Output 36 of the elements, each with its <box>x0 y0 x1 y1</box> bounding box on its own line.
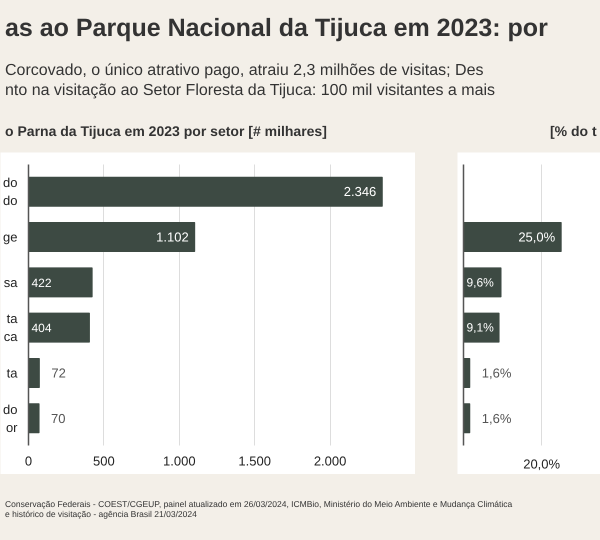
bar <box>464 222 562 252</box>
data-label: 25,0% <box>518 229 556 244</box>
y-tick-label: ta <box>6 364 18 380</box>
chart-subtitle: Corcovado, o único atrativo pago, atraiu 2,3 milhões de visitas; Des nto na visitação ao Setor Floresta da Tijuca: 100 mil visitantes a mais <box>5 61 496 101</box>
data-label: 422 <box>32 275 52 290</box>
text: Conservação Federais - COEST/CGEUP, painel atualizado em 26/03/2024, ICMBio, Ministério do Meio Ambiente e Mudança Climática <box>5 498 512 508</box>
x-tick-label: 0 <box>24 453 32 468</box>
data-label: 1.102 <box>156 229 189 244</box>
bar <box>28 402 40 433</box>
bar <box>28 176 383 206</box>
chart-title: as ao Parque Nacional da Tijuca em 2023: por <box>5 13 548 44</box>
x-tick-label: 1.000 <box>163 453 196 468</box>
data-label: 9,1% <box>466 320 494 334</box>
data-label: 70 <box>51 410 66 426</box>
bar <box>28 222 196 252</box>
y-tick-label: ta ca <box>4 310 18 344</box>
bar <box>28 266 93 297</box>
bar <box>28 312 90 342</box>
data-label: 72 <box>51 364 66 380</box>
data-label: 2.346 <box>344 184 376 199</box>
x-tick-label: 20,0% <box>523 456 561 471</box>
y-tick-label: sa <box>4 274 18 290</box>
data-label: 1,6% <box>482 410 512 426</box>
y-tick-label: ge <box>3 229 18 244</box>
text: e histórico de visitação - agência Brasil 21/03/2024 <box>5 509 197 520</box>
bar <box>28 357 40 388</box>
x-tick-label: 2.000 <box>314 453 346 468</box>
x-tick-label: 1.500 <box>238 453 271 468</box>
x-tick-label: 500 <box>93 453 115 468</box>
x-axis-title: o Parna da Tijuca em 2023 por setor [# milhares] <box>5 123 327 140</box>
y-tick-label: do do <box>3 174 18 208</box>
data-label: 9,6% <box>466 274 494 289</box>
y-tick-label: do or <box>3 401 18 434</box>
data-label: 404 <box>32 320 52 335</box>
data-label: 1,6% <box>482 364 512 380</box>
x-axis-title: [% do t <box>550 123 597 140</box>
